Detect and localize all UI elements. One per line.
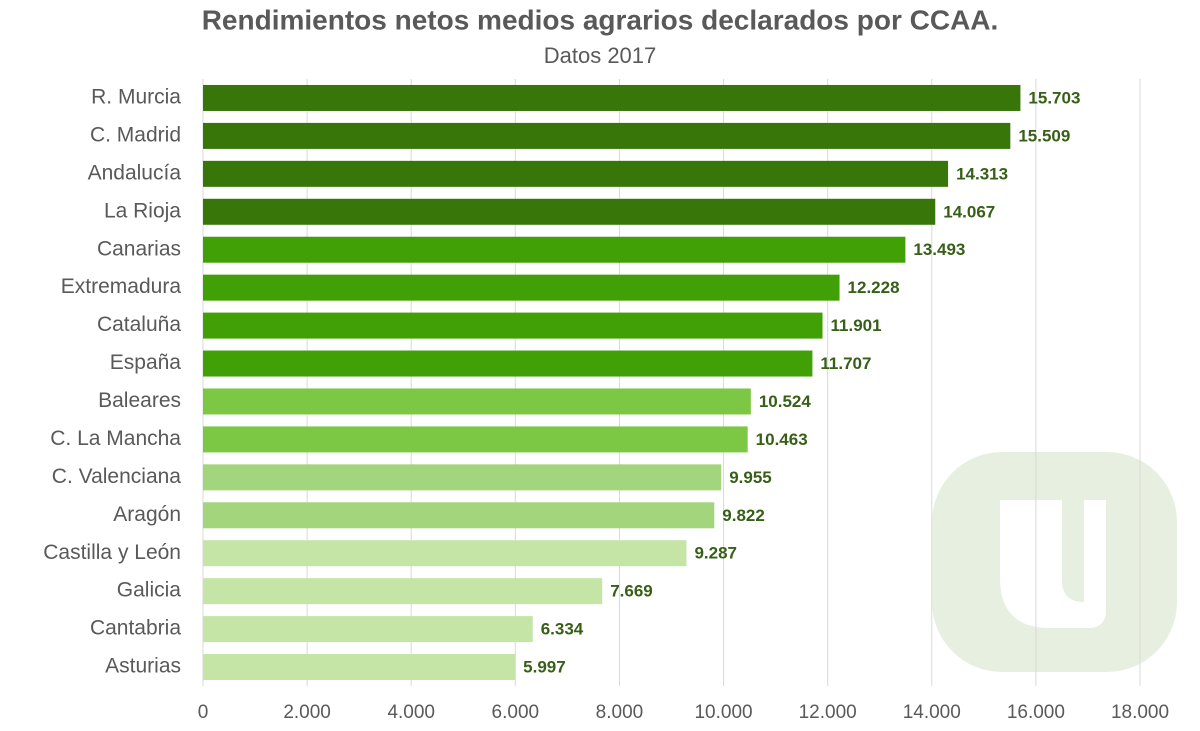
y-tick-label: Extremadura (61, 275, 182, 298)
y-tick-label: Cantabria (90, 617, 181, 640)
y-tick-label: Castilla y León (43, 541, 181, 564)
x-tick-label: 6.000 (492, 702, 540, 723)
value-label: 9.822 (722, 506, 765, 525)
value-label: 14.067 (943, 202, 995, 221)
bar (203, 312, 823, 339)
y-tick-label: La Rioja (104, 199, 181, 222)
bar (203, 274, 840, 301)
value-label: 9.955 (729, 468, 772, 487)
value-label: 6.334 (541, 620, 584, 639)
x-tick-label: 8.000 (596, 702, 644, 723)
y-tick-label: Cataluña (97, 313, 181, 336)
bar (203, 160, 949, 187)
bar (203, 350, 813, 377)
chart-title: Rendimientos netos medios agrarios decla… (202, 4, 999, 35)
value-label: 15.703 (1028, 88, 1080, 107)
x-tick-label: 16.000 (1007, 702, 1065, 723)
bar (203, 236, 906, 263)
value-label: 11.901 (831, 316, 882, 335)
x-tick-label: 2.000 (283, 702, 331, 723)
y-tick-label: Aragón (113, 503, 181, 526)
value-label: 10.463 (756, 430, 808, 449)
x-tick-label: 0 (198, 702, 209, 723)
y-tick-label: R. Murcia (91, 86, 181, 109)
value-label: 15.509 (1018, 126, 1070, 145)
y-tick-label: C. Valenciana (52, 465, 182, 488)
x-tick-label: 4.000 (387, 702, 435, 723)
bar (203, 198, 936, 225)
x-tick-label: 18.000 (1111, 702, 1169, 723)
value-label: 9.287 (694, 544, 737, 563)
y-tick-label: España (110, 351, 182, 374)
chart-subtitle: Datos 2017 (544, 43, 657, 68)
y-tick-label: C. Madrid (90, 123, 181, 146)
x-tick-label: 12.000 (799, 702, 857, 723)
watermark-logo (932, 452, 1177, 672)
bar (203, 426, 748, 453)
y-tick-label: C. La Mancha (50, 427, 181, 450)
bar (203, 616, 533, 643)
bar (203, 654, 516, 681)
y-tick-label: Baleares (98, 389, 181, 412)
x-tick-label: 14.000 (903, 702, 961, 723)
y-tick-label: Asturias (105, 655, 181, 678)
bar (203, 84, 1021, 111)
value-label: 5.997 (523, 658, 566, 677)
value-label: 11.707 (820, 354, 871, 373)
y-tick-label: Andalucía (88, 161, 182, 184)
value-label: 14.313 (956, 164, 1008, 183)
value-label: 12.228 (848, 278, 900, 297)
bar (203, 540, 687, 567)
bar (203, 122, 1011, 149)
x-tick-label: 10.000 (694, 702, 752, 723)
value-label: 10.524 (759, 392, 812, 411)
y-tick-label: Galicia (117, 579, 182, 602)
bar (203, 578, 603, 605)
bar (203, 464, 722, 491)
value-label: 13.493 (913, 240, 965, 259)
bar (203, 388, 751, 415)
y-tick-label: Canarias (97, 237, 181, 260)
value-label: 7.669 (610, 582, 653, 601)
bar (203, 502, 715, 529)
